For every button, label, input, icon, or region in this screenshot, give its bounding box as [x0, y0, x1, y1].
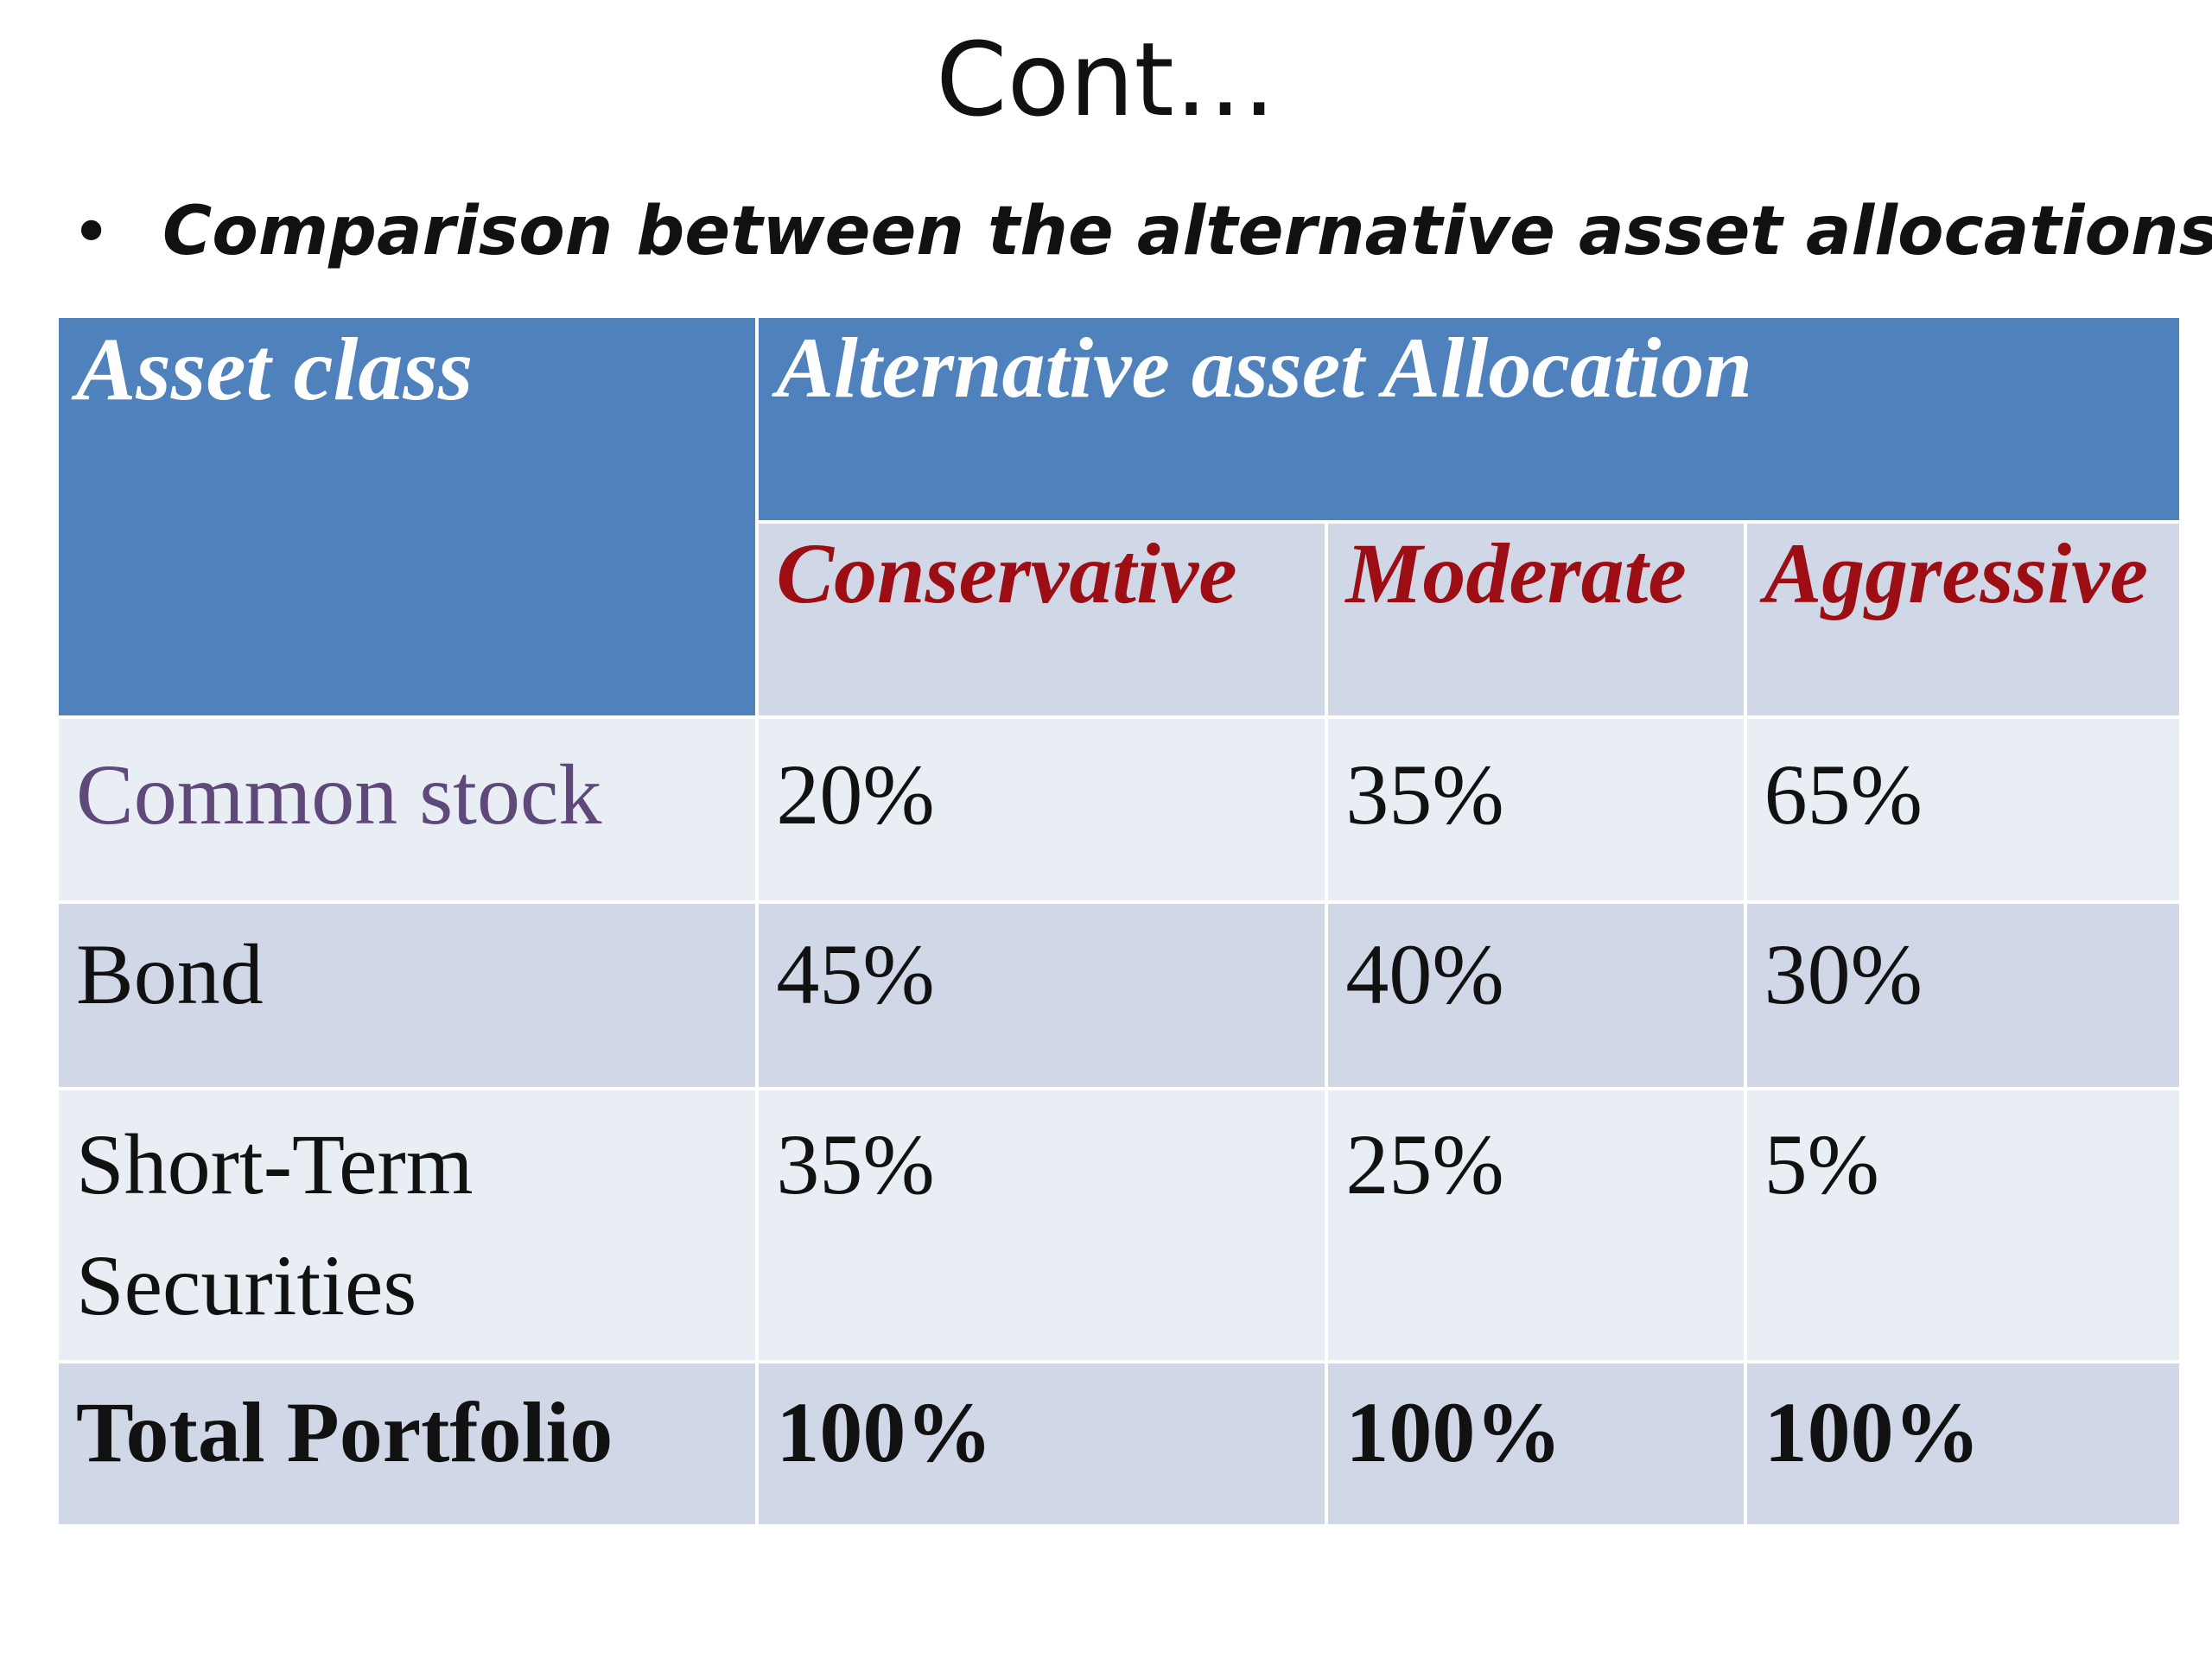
cell-moderate: 40% — [1325, 900, 1747, 1090]
column-header-moderate: Moderate — [1325, 520, 1747, 719]
cell-conservative: 20% — [755, 715, 1329, 904]
table-subheader-row: Conservative Moderate Aggressive — [57, 520, 2183, 719]
cell-aggressive: 65% — [1743, 715, 2183, 904]
column-header-conservative: Conservative — [755, 520, 1329, 719]
table-header-row: Asset class Alternative asset Allocation — [54, 315, 2183, 719]
asset-class-header: Asset class — [54, 315, 760, 719]
table-row-total: Total Portfolio 100% 100% 100% — [54, 1360, 2183, 1528]
cell-moderate: 100% — [1325, 1360, 1747, 1528]
cell-conservative: 35% — [755, 1087, 1329, 1363]
table-row: Bond 45% 40% 30% — [54, 900, 2183, 1090]
cell-moderate: 25% — [1325, 1087, 1747, 1363]
column-header-aggressive: Aggressive — [1743, 520, 2183, 719]
row-label-common-stock: Common stock — [54, 715, 760, 904]
row-label-bond: Bond — [54, 900, 760, 1090]
cell-conservative: 100% — [755, 1360, 1329, 1528]
bullet-item: • Comparison between the alternative ass… — [71, 183, 2212, 280]
asset-allocation-table: Asset class Alternative asset Allocation… — [54, 315, 2183, 1528]
cell-conservative: 45% — [755, 900, 1329, 1090]
slide-title: Cont… — [936, 20, 1276, 139]
table-row: Short-Term Securities 35% 25% 5% — [54, 1087, 2183, 1363]
cell-aggressive: 5% — [1743, 1087, 2183, 1363]
row-label-short-term-securities: Short-Term Securities — [54, 1087, 760, 1363]
cell-aggressive: 100% — [1743, 1360, 2183, 1528]
bullet-text: Comparison between the alternative asset… — [162, 193, 2212, 270]
row-label-total-portfolio: Total Portfolio — [54, 1360, 760, 1528]
cell-aggressive: 30% — [1743, 900, 2183, 1090]
cell-moderate: 35% — [1325, 715, 1747, 904]
alternative-allocation-header: Alternative asset Allocation — [755, 315, 2183, 524]
table-row: Common stock 20% 35% 65% — [54, 715, 2183, 904]
bullet-dot-icon: • — [71, 191, 112, 272]
